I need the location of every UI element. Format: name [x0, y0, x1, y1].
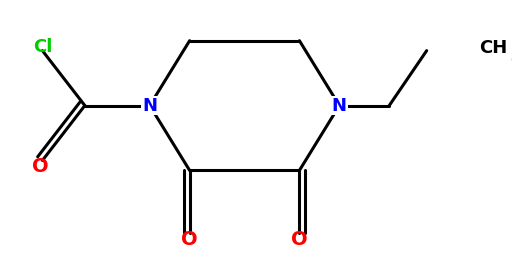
Text: O: O — [291, 230, 308, 249]
Text: O: O — [32, 157, 48, 176]
Text: N: N — [332, 97, 347, 115]
Text: 3: 3 — [510, 50, 512, 64]
Text: CH: CH — [479, 39, 507, 57]
Text: O: O — [181, 230, 198, 249]
Text: Cl: Cl — [33, 38, 52, 56]
Text: N: N — [142, 97, 157, 115]
